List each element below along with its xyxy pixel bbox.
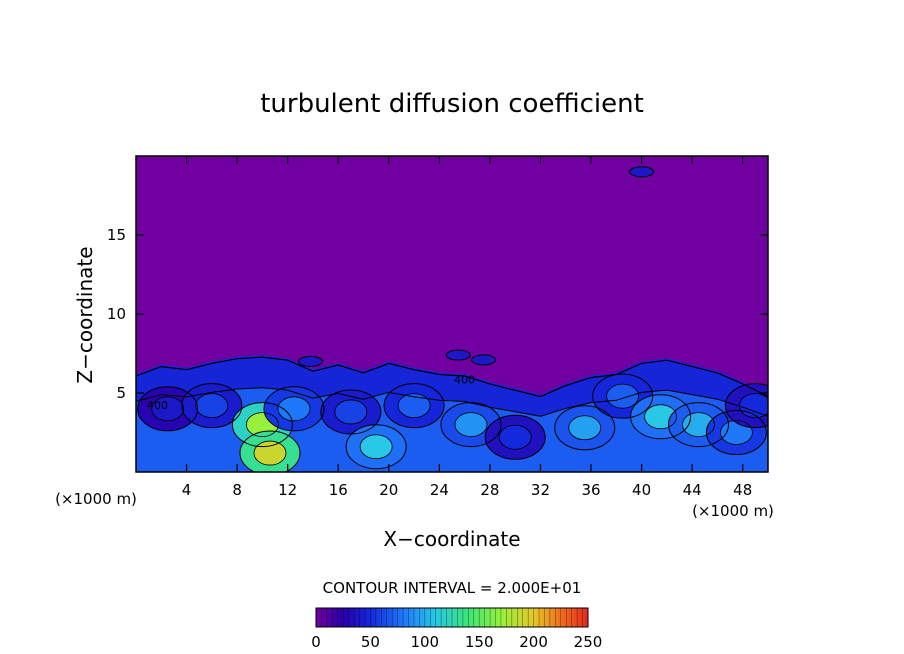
y-axis: 5 10 15 xyxy=(107,226,768,402)
x-axis-label: X−coordinate xyxy=(383,527,520,551)
contour-line xyxy=(471,354,497,366)
contour-line xyxy=(705,410,767,455)
x-tick-label: 32 xyxy=(531,481,550,499)
colorbar-frame xyxy=(315,607,589,628)
contour-label: 400 xyxy=(147,399,168,412)
contour-lines xyxy=(136,166,768,472)
contour-line xyxy=(397,393,431,419)
contour-line xyxy=(239,430,301,472)
patch-aloft xyxy=(446,350,471,361)
contour-line xyxy=(554,405,616,451)
contour-line xyxy=(137,386,199,432)
y-tick-label: 10 xyxy=(107,305,126,323)
x-axis-unit-right: (×1000 m) xyxy=(692,502,774,520)
contour-interval-text: CONTOUR INTERVAL = 2.000E+01 xyxy=(323,579,582,597)
x-tick-label: 12 xyxy=(278,481,297,499)
contour-line xyxy=(359,434,393,460)
patch-aloft xyxy=(298,356,323,367)
contour-line xyxy=(245,412,279,438)
eddy-core xyxy=(334,399,367,424)
contour-line xyxy=(383,383,445,429)
contour-line xyxy=(136,387,768,417)
contour-line xyxy=(724,383,768,429)
colorbar-tick-label: 100 xyxy=(410,633,439,651)
contour-line xyxy=(738,393,768,419)
x-tick-label: 28 xyxy=(480,481,499,499)
x-tick-label: 16 xyxy=(329,481,348,499)
contour-line xyxy=(181,383,243,429)
x-tick-label: 20 xyxy=(379,481,398,499)
y-tick-label: 5 xyxy=(116,384,126,402)
colorbar-tick-label: 250 xyxy=(574,633,603,651)
contour-line xyxy=(297,355,323,367)
eddy-core xyxy=(151,396,184,421)
eddy-core xyxy=(398,393,431,418)
colorbar-tick-label: 200 xyxy=(519,633,548,651)
x-tick-label: 8 xyxy=(232,481,242,499)
contour-line xyxy=(253,440,287,466)
x-tick-label: 24 xyxy=(430,481,449,499)
colorbar-tick-label: 150 xyxy=(465,633,494,651)
eddy-core xyxy=(499,425,532,450)
x-axis-unit-left: (×1000 m) xyxy=(55,490,137,508)
contour-line xyxy=(136,356,768,398)
patch-aloft xyxy=(471,354,496,365)
eddy-core xyxy=(454,412,487,437)
contour-line xyxy=(630,394,692,440)
contour-line xyxy=(592,373,654,419)
colorbar-tick-label: 0 xyxy=(311,633,321,651)
contour-line xyxy=(484,414,546,460)
chart-title: turbulent diffusion coefficient xyxy=(260,89,644,119)
contour-line xyxy=(231,402,293,448)
contour-line xyxy=(568,415,602,441)
contour-line xyxy=(720,420,753,445)
colorbar-tick-label: 50 xyxy=(361,633,380,651)
x-tick-label: 44 xyxy=(683,481,702,499)
contour-line xyxy=(334,399,368,425)
patch-aloft xyxy=(629,166,654,177)
contour-line xyxy=(440,402,502,448)
contour-line xyxy=(606,383,640,409)
x-tick-label: 40 xyxy=(632,481,651,499)
contour-line xyxy=(629,166,655,178)
contour-labels: 400 400 xyxy=(147,374,475,412)
contour-line xyxy=(345,424,407,470)
contour-line xyxy=(263,386,325,432)
eddy-core xyxy=(195,393,228,418)
contour-line xyxy=(644,404,677,430)
contour-line xyxy=(277,396,311,422)
x-axis: 4 8 12 16 20 24 28 32 36 40 44 48 xyxy=(182,156,752,499)
x-tick-label: 4 xyxy=(182,481,192,499)
colorbar: 0 50 100 150 200 250 xyxy=(311,607,603,651)
contour-line xyxy=(320,389,382,435)
contour-line xyxy=(498,424,532,450)
plot-area: 400 400 xyxy=(135,155,769,473)
contour-label: 400 xyxy=(454,374,475,387)
y-tick-label: 15 xyxy=(107,226,126,244)
eddy-core xyxy=(568,415,601,440)
eddy-core xyxy=(278,396,310,421)
contour-line xyxy=(195,393,229,419)
y-axis-label: Z−coordinate xyxy=(73,246,97,383)
contour-line xyxy=(682,412,715,438)
x-tick-label: 36 xyxy=(581,481,600,499)
eddy-core xyxy=(606,384,639,409)
diffusion-field xyxy=(136,166,768,472)
eddy-core xyxy=(360,434,393,459)
contour-line xyxy=(667,402,729,448)
contour-line xyxy=(445,349,471,361)
x-tick-label: 48 xyxy=(733,481,752,499)
contour-line xyxy=(151,396,185,422)
contour-line xyxy=(454,412,488,438)
